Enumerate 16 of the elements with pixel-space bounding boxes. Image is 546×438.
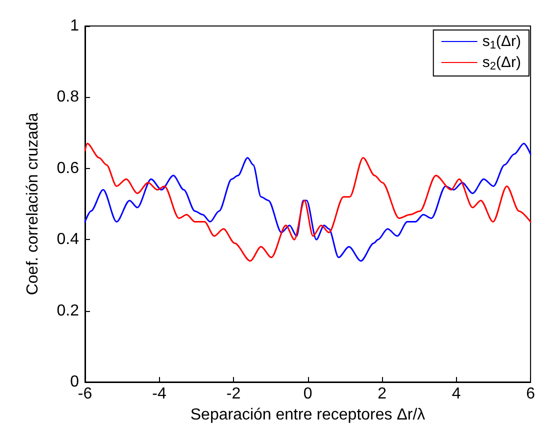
- y-tick-label: 0.4: [56, 231, 80, 248]
- y-tick-label: 0.2: [56, 302, 80, 320]
- y-tick-label: 0.8: [56, 88, 80, 106]
- y-tick-label: 0.6: [56, 160, 80, 177]
- x-tick-label: 6: [526, 386, 536, 402]
- x-tick-label: 2: [378, 386, 387, 402]
- x-tick-label: -6: [78, 386, 92, 402]
- x-tick-label: -2: [226, 386, 241, 402]
- x-tick-label: 0: [303, 386, 312, 402]
- y-tick-label: 0: [70, 374, 80, 390]
- y-axis-title: Coef. correlación cruzada: [24, 112, 42, 296]
- x-tick-label: 4: [452, 386, 461, 402]
- line-series: [84, 142, 532, 262]
- y-tick-label: 1: [70, 18, 80, 34]
- x-axis-title: Separación entre receptores Δr/λ: [190, 406, 426, 424]
- x-tick-label: -4: [152, 386, 166, 402]
